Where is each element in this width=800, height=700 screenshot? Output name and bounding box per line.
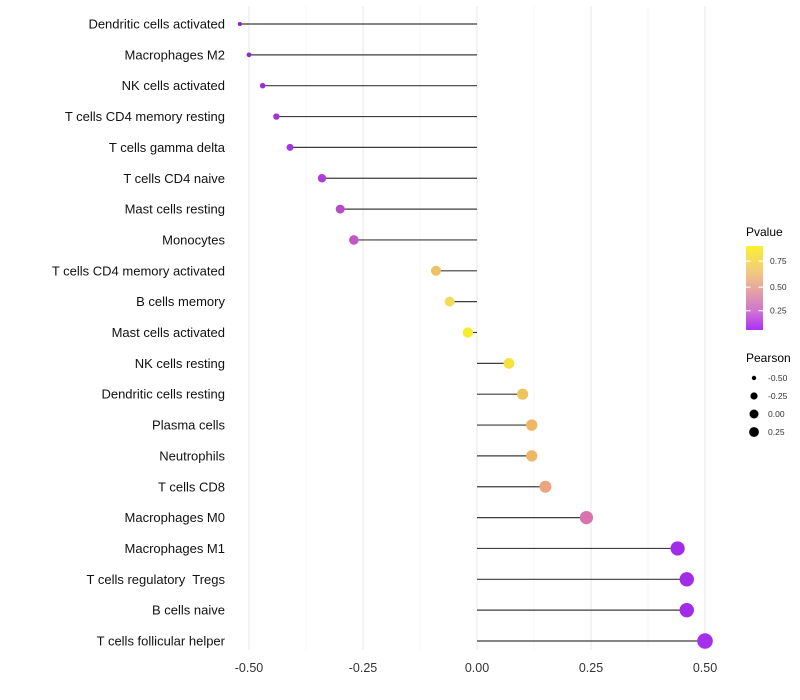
y-axis-label: T cells CD4 naive	[123, 171, 225, 186]
legend: Pvalue 0.75 0.50 0.25 Pearson -0.50 -0.25 0.…	[746, 225, 791, 437]
pearson-size-label: -0.25	[768, 391, 788, 401]
lollipop-dot	[246, 52, 252, 58]
lollipop-dot	[237, 22, 242, 26]
y-axis-label: Macrophages M1	[125, 541, 225, 556]
pearson-legend-title: Pearson	[746, 351, 791, 365]
lollipop-dot	[579, 510, 594, 525]
x-tick-label: -0.50	[235, 661, 264, 675]
pvalue-tick-label: 0.50	[770, 282, 787, 292]
y-axis-label: Monocytes	[162, 232, 225, 247]
lollipop-dot	[679, 602, 694, 618]
y-axis-label: B cells naive	[152, 603, 225, 618]
pvalue-legend-title: Pvalue	[746, 225, 783, 239]
pearson-size-legend: -0.50 -0.25 0.00 0.25	[749, 373, 788, 437]
lollipop-dot	[670, 541, 685, 556]
lollipop-dot	[517, 388, 529, 400]
lollipop-dot	[526, 450, 538, 462]
lollipop-dot	[462, 327, 474, 338]
y-axis-label: T cells follicular helper	[97, 634, 226, 649]
lollipop-dot	[335, 204, 345, 214]
y-axis-label: Macrophages M0	[125, 510, 225, 525]
y-axis-label: Neutrophils	[159, 448, 225, 463]
lollipop-dot	[526, 419, 538, 431]
y-axis-label: NK cells activated	[122, 78, 225, 93]
pearson-size-dot	[749, 409, 759, 419]
pearson-size-label: 0.00	[768, 409, 785, 419]
pearson-size-dot	[749, 427, 759, 437]
lollipop-dot	[286, 143, 294, 151]
lollipop-dot	[679, 572, 694, 587]
y-axis-label: T cells CD4 memory activated	[52, 263, 225, 278]
x-tick-label: 0.25	[579, 661, 603, 675]
pvalue-colorbar	[746, 246, 763, 330]
y-axis-label: T cells CD8	[158, 479, 225, 494]
y-axis-label: Plasma cells	[152, 418, 225, 433]
y-axis-label: T cells gamma delta	[109, 140, 226, 155]
y-axis-label: B cells memory	[136, 294, 225, 309]
pearson-size-dot	[750, 392, 758, 400]
y-axis-label: T cells CD4 memory resting	[65, 109, 225, 124]
pvalue-colorbar-ticks: 0.75 0.50 0.25	[746, 256, 787, 316]
lollipop-dot	[317, 174, 327, 183]
lollipop-dot	[539, 480, 552, 493]
y-axis-label: Macrophages M2	[125, 47, 225, 62]
lollipop-dot	[430, 265, 441, 276]
x-tick-label: 0.50	[693, 661, 717, 675]
gridlines	[248, 6, 706, 650]
x-tick-label: 0.00	[465, 661, 489, 675]
lollipop-rows: Dendritic cells activated Macrophages M2 N…	[52, 17, 713, 649]
lollipop-dot	[503, 357, 515, 369]
lollipop-dot	[259, 82, 266, 89]
pvalue-tick-label: 0.75	[770, 256, 787, 266]
pearson-size-label: 0.25	[768, 427, 785, 437]
y-axis-label: Mast cells resting	[125, 202, 225, 217]
y-axis-label: Dendritic cells resting	[101, 387, 225, 402]
lollipop-dot	[444, 296, 455, 307]
y-axis-label: Dendritic cells activated	[88, 17, 225, 32]
y-axis-label: T cells regulatory Tregs	[87, 572, 226, 587]
y-axis-label: NK cells resting	[135, 356, 225, 371]
pvalue-tick-label: 0.25	[770, 306, 787, 316]
x-axis: -0.50 -0.25 0.00 0.25 0.50	[235, 661, 717, 675]
lollipop-dot	[349, 235, 359, 245]
y-axis-label: Mast cells activated	[112, 325, 225, 340]
pearson-size-label: -0.50	[768, 373, 788, 383]
lollipop-dot	[697, 633, 713, 649]
x-tick-label: -0.25	[349, 661, 378, 675]
lollipop-dot	[273, 113, 280, 120]
pearson-size-dot	[751, 375, 757, 381]
